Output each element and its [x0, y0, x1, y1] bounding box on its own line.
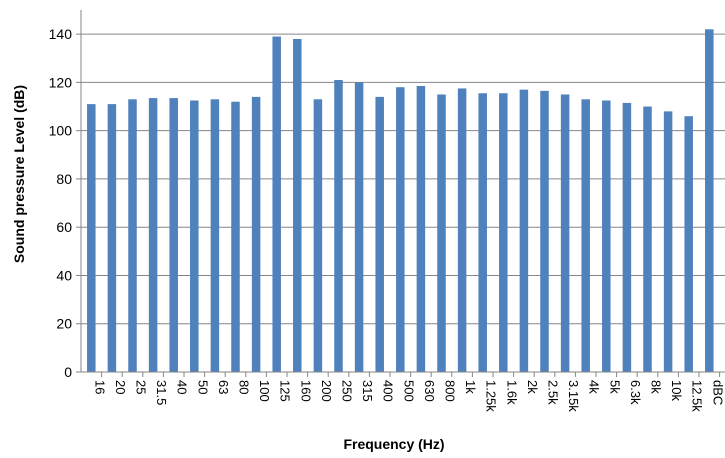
x-tick-labels: 16 20 25 31.5 40 50 63 80 100 125 160 200 250 315 400 5…	[92, 372, 725, 412]
x-tick-label: 63	[216, 380, 231, 394]
x-tick-label: 630	[422, 380, 437, 402]
y-tick-label: 100	[49, 123, 73, 139]
y-tick-label: 120	[49, 74, 73, 90]
bar	[437, 94, 446, 372]
y-tick-label: 40	[56, 267, 72, 283]
bar	[293, 38, 302, 373]
bar	[560, 94, 570, 372]
x-tick-label: 2k	[525, 380, 540, 394]
bar	[478, 93, 487, 372]
y-tick-label: 20	[56, 316, 72, 332]
bar	[540, 90, 549, 372]
x-tick-label: 315	[360, 380, 375, 402]
x-tick-label: 5k	[607, 380, 622, 394]
bar	[416, 86, 426, 373]
x-tick-label: 40	[175, 380, 190, 394]
x-tick-label: 1.25k	[484, 380, 499, 412]
x-tick-label: 100	[257, 380, 272, 402]
x-tick-label: 50	[195, 380, 210, 394]
bar	[375, 96, 384, 372]
x-tick-label: 20	[113, 380, 128, 394]
bar	[581, 99, 590, 372]
x-tick-label: 160	[298, 380, 313, 402]
bar	[190, 100, 199, 372]
bar	[684, 116, 693, 372]
bar	[499, 93, 508, 372]
x-tick-label: 25	[134, 380, 149, 394]
x-tick-label: 250	[340, 380, 355, 402]
x-tick-label: 400	[381, 380, 396, 402]
bar	[169, 98, 178, 372]
bar	[313, 99, 323, 372]
bar	[251, 96, 261, 372]
y-tick-labels: 0 20 40 60 80 100 120 140	[49, 26, 81, 380]
bar	[210, 99, 220, 372]
bar	[622, 102, 632, 372]
x-tick-label: 10k	[669, 380, 684, 401]
bar	[272, 36, 281, 373]
bar	[334, 79, 343, 372]
bar	[457, 88, 467, 372]
bar	[107, 104, 117, 373]
x-tick-label: 6.3k	[628, 380, 643, 405]
bar	[519, 89, 529, 372]
y-tick-label: 140	[49, 26, 73, 42]
x-tick-label: 4k	[587, 380, 602, 394]
y-axis-title: Sound pressure Level (dB)	[11, 85, 27, 263]
y-tick-label: 60	[56, 219, 72, 235]
x-tick-label: 1.6k	[504, 380, 519, 405]
x-tick-label: 500	[401, 380, 416, 402]
bar	[396, 87, 405, 372]
x-tick-label: 8k	[649, 380, 664, 394]
x-tick-label: 200	[319, 380, 334, 402]
x-tick-label: 80	[237, 380, 252, 394]
x-tick-label: dBC	[710, 380, 725, 405]
x-tick-label: 16	[92, 380, 107, 394]
y-tick-label: 80	[56, 171, 72, 187]
x-tick-label: 2.5k	[546, 380, 561, 405]
x-tick-label: 125	[278, 380, 293, 402]
bar	[128, 99, 137, 372]
y-tick-label: 0	[64, 364, 72, 380]
bar	[354, 82, 364, 373]
x-tick-label: 12.5k	[690, 380, 705, 412]
x-tick-label: 800	[443, 380, 458, 402]
bar	[643, 106, 652, 373]
bar	[663, 111, 673, 373]
bars	[87, 29, 714, 373]
bar	[87, 104, 96, 373]
x-axis-title: Frequency (Hz)	[343, 436, 444, 452]
bar	[148, 98, 158, 372]
x-tick-label: 3.15k	[566, 380, 581, 412]
bar	[231, 101, 240, 372]
bar	[705, 29, 714, 372]
bar	[602, 100, 611, 372]
x-tick-label: 1k	[463, 380, 478, 394]
x-tick-label: 31.5	[154, 380, 169, 405]
